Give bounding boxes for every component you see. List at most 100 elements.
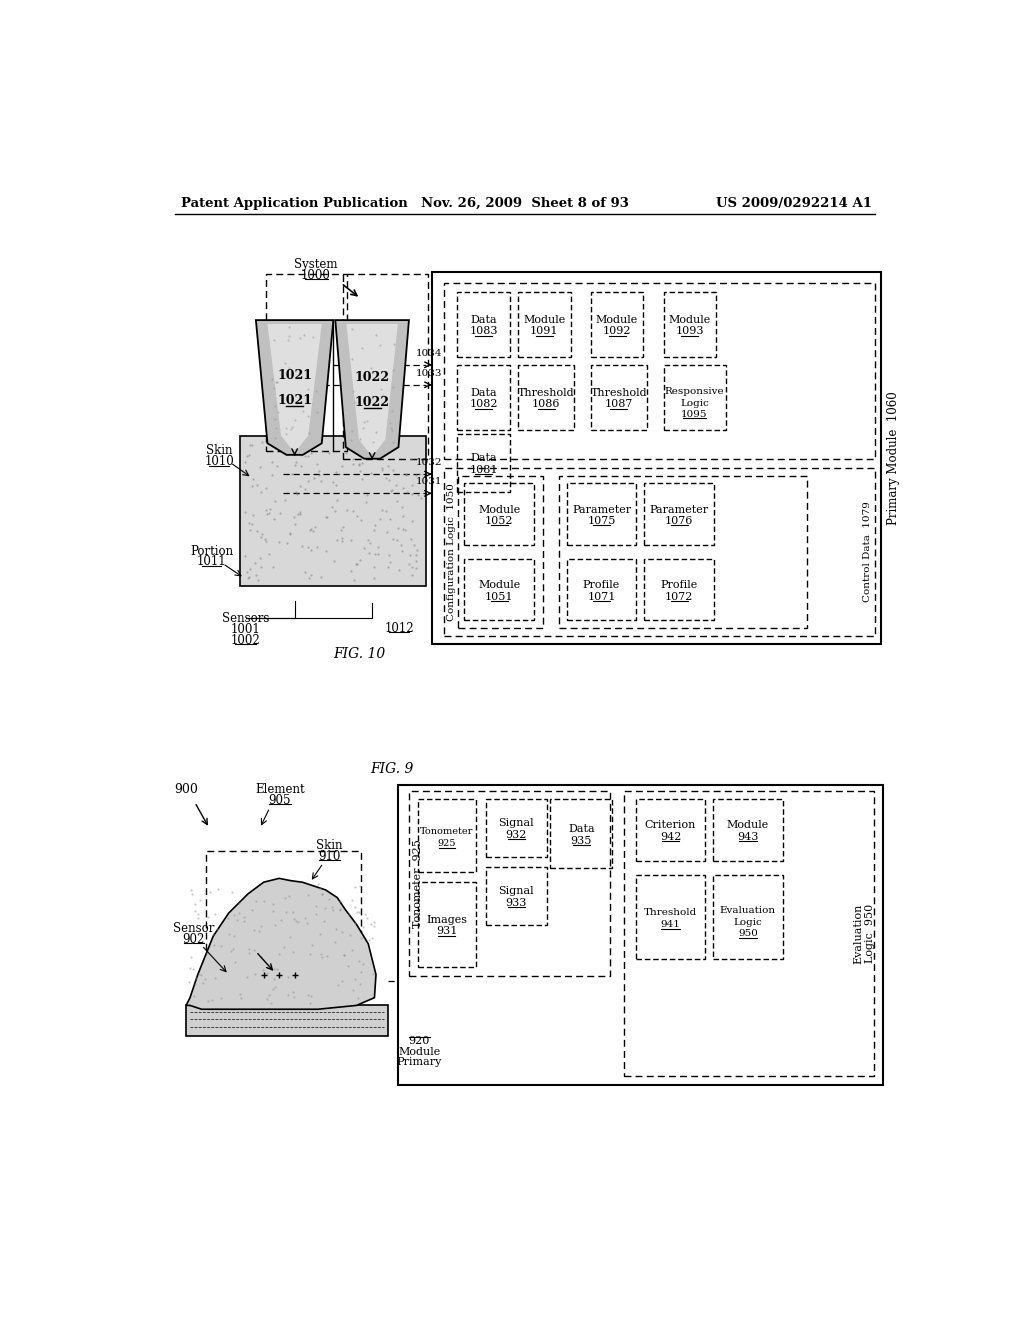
Bar [566, 558, 636, 620]
Bar [458, 364, 510, 430]
Bar [518, 292, 570, 358]
Text: Module: Module [478, 579, 520, 590]
Bar [444, 284, 876, 459]
Text: Parameter: Parameter [649, 504, 709, 515]
Bar [664, 292, 716, 358]
Text: Control Data  1079: Control Data 1079 [863, 502, 871, 602]
Bar [550, 799, 612, 869]
Text: Nov. 26, 2009  Sheet 8 of 93: Nov. 26, 2009 Sheet 8 of 93 [421, 197, 629, 210]
Text: Portion: Portion [190, 545, 233, 557]
Text: 1086: 1086 [531, 400, 560, 409]
Bar [206, 851, 360, 970]
Text: Threshold: Threshold [518, 388, 574, 397]
Text: 1022: 1022 [354, 396, 389, 409]
Text: Evaluation
Logic  950: Evaluation Logic 950 [853, 904, 876, 964]
Text: 943: 943 [737, 832, 759, 842]
Text: Patent Application Publication: Patent Application Publication [180, 197, 408, 210]
Text: 1012: 1012 [384, 622, 414, 635]
Text: 1001: 1001 [231, 623, 261, 636]
Text: Logic: Logic [733, 917, 763, 927]
Bar [486, 867, 547, 924]
Text: 941: 941 [660, 920, 680, 929]
Text: 1083: 1083 [469, 326, 498, 337]
Text: Tonometer: Tonometer [420, 828, 473, 837]
Bar [458, 434, 510, 492]
Text: 935: 935 [570, 836, 592, 846]
Bar [636, 799, 706, 861]
Polygon shape [346, 323, 398, 453]
Text: FIG. 10: FIG. 10 [333, 647, 385, 661]
Text: 942: 942 [659, 832, 681, 842]
Text: Data: Data [470, 453, 497, 463]
Text: Profile: Profile [583, 579, 621, 590]
Bar [664, 364, 726, 430]
Text: 1087: 1087 [605, 400, 633, 409]
Text: 932: 932 [506, 830, 527, 840]
Text: Data: Data [568, 824, 595, 834]
Text: 1033: 1033 [416, 368, 442, 378]
Bar [624, 792, 873, 1076]
Text: Module: Module [727, 820, 769, 830]
Text: 1022: 1022 [354, 371, 389, 384]
Text: 920: 920 [409, 1036, 430, 1045]
Polygon shape [241, 436, 426, 586]
Text: Element: Element [255, 783, 305, 796]
Bar [397, 785, 883, 1085]
Polygon shape [186, 878, 376, 1010]
Text: 900: 900 [174, 783, 198, 796]
Text: Skin: Skin [206, 445, 232, 458]
Text: 1011: 1011 [197, 556, 226, 569]
Bar [266, 275, 347, 451]
Text: 1051: 1051 [485, 591, 513, 602]
Text: Data: Data [470, 314, 497, 325]
Bar [432, 272, 882, 644]
Text: Signal: Signal [499, 818, 535, 828]
Polygon shape [335, 321, 409, 459]
Text: 1034: 1034 [416, 348, 442, 358]
Text: 1002: 1002 [231, 634, 261, 647]
Bar [713, 799, 783, 861]
Bar [418, 882, 476, 966]
Bar [444, 469, 876, 636]
Text: 1082: 1082 [469, 400, 498, 409]
Text: 1076: 1076 [665, 516, 693, 527]
Text: Primary Module  1060: Primary Module 1060 [888, 391, 900, 525]
Text: Module: Module [596, 314, 638, 325]
Bar [186, 1006, 388, 1036]
Text: Parameter: Parameter [572, 504, 631, 515]
Text: 905: 905 [268, 795, 291, 807]
Text: 1032: 1032 [416, 458, 442, 467]
Bar [458, 475, 544, 628]
Text: 902: 902 [182, 933, 205, 945]
Bar [713, 875, 783, 960]
Text: 1093: 1093 [676, 326, 705, 337]
Text: 1071: 1071 [588, 591, 615, 602]
Text: Sensors: Sensors [222, 612, 269, 626]
Bar [518, 364, 574, 430]
Text: 1092: 1092 [603, 326, 631, 337]
Text: 1072: 1072 [665, 591, 693, 602]
Text: 1081: 1081 [469, 465, 498, 475]
Text: 950: 950 [738, 929, 758, 939]
Text: 1031: 1031 [416, 477, 442, 486]
Text: Logic: Logic [680, 399, 709, 408]
Text: US 2009/0292214 A1: US 2009/0292214 A1 [716, 197, 872, 210]
Text: Module: Module [398, 1047, 440, 1056]
Text: 933: 933 [506, 898, 527, 908]
Text: 1052: 1052 [485, 516, 513, 527]
Text: 1000: 1000 [301, 269, 331, 282]
Text: Profile: Profile [660, 579, 697, 590]
Bar [566, 483, 636, 545]
Text: 1091: 1091 [530, 326, 558, 337]
Text: Data: Data [470, 388, 497, 397]
Text: 925: 925 [437, 838, 456, 847]
Bar [418, 799, 476, 873]
Bar [644, 483, 714, 545]
Bar [644, 558, 714, 620]
Bar [343, 275, 428, 459]
Text: 931: 931 [436, 927, 458, 936]
Text: Images: Images [426, 915, 467, 925]
Text: Module: Module [478, 504, 520, 515]
Text: Responsive: Responsive [665, 387, 724, 396]
Polygon shape [256, 321, 334, 455]
